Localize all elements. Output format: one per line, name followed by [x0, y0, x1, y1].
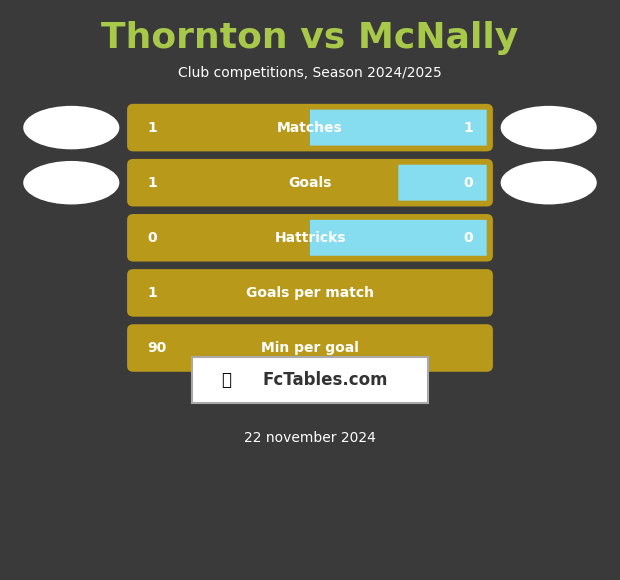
Text: 90: 90: [147, 341, 166, 355]
Ellipse shape: [24, 161, 120, 205]
FancyBboxPatch shape: [133, 165, 399, 201]
FancyBboxPatch shape: [310, 110, 487, 146]
Text: Goals: Goals: [288, 176, 332, 190]
Text: 1: 1: [147, 121, 157, 135]
Ellipse shape: [24, 106, 120, 149]
FancyBboxPatch shape: [127, 104, 493, 151]
FancyBboxPatch shape: [127, 159, 493, 206]
Text: 1: 1: [463, 121, 473, 135]
Ellipse shape: [501, 161, 596, 205]
Text: 1: 1: [147, 286, 157, 300]
Text: Club competitions, Season 2024/2025: Club competitions, Season 2024/2025: [178, 66, 442, 79]
Text: Matches: Matches: [277, 121, 343, 135]
Text: 0: 0: [463, 176, 473, 190]
Text: FcTables.com: FcTables.com: [263, 371, 388, 389]
FancyBboxPatch shape: [399, 165, 487, 201]
Text: 0: 0: [463, 231, 473, 245]
Text: Thornton vs McNally: Thornton vs McNally: [102, 21, 518, 55]
FancyBboxPatch shape: [192, 357, 428, 403]
FancyBboxPatch shape: [133, 220, 310, 256]
FancyBboxPatch shape: [127, 214, 493, 262]
FancyBboxPatch shape: [133, 110, 310, 146]
Text: Goals per match: Goals per match: [246, 286, 374, 300]
Text: Hattricks: Hattricks: [274, 231, 346, 245]
Text: 0: 0: [147, 231, 157, 245]
Text: Min per goal: Min per goal: [261, 341, 359, 355]
FancyBboxPatch shape: [127, 324, 493, 372]
FancyBboxPatch shape: [127, 269, 493, 317]
Text: 22 november 2024: 22 november 2024: [244, 431, 376, 445]
Text: 📊: 📊: [221, 371, 231, 389]
FancyBboxPatch shape: [310, 220, 487, 256]
Ellipse shape: [501, 106, 596, 149]
Text: 1: 1: [147, 176, 157, 190]
